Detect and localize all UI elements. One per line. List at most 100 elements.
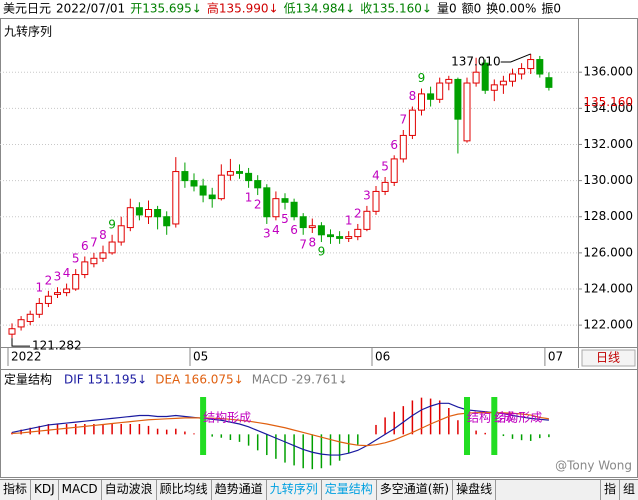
candle-body — [427, 93, 435, 100]
count-label: 9 — [418, 71, 426, 85]
candle-body — [108, 241, 116, 254]
indicator-line — [11, 402, 549, 456]
y-tick-label: 124.000 — [583, 281, 633, 295]
tab[interactable]: 多空通道(新) — [377, 480, 454, 500]
candle-body — [172, 171, 180, 225]
x-tick-label: 2022 — [11, 350, 42, 364]
count-label: 8 — [308, 235, 316, 249]
candle-body — [44, 295, 52, 304]
tab[interactable]: 操盘线 — [453, 480, 497, 500]
high-label: 137.010 — [451, 54, 501, 68]
count-label: 7 — [299, 237, 307, 251]
candle-body — [208, 194, 216, 200]
tab[interactable]: 定量结构 — [322, 480, 377, 500]
candle-body — [399, 134, 407, 160]
candle-body — [463, 82, 471, 142]
tab[interactable]: 自动波浪 — [102, 480, 157, 500]
count-label: 6 — [81, 239, 89, 253]
candle-body — [290, 201, 298, 218]
candle-body — [481, 62, 489, 91]
count-label: 3 — [363, 188, 371, 202]
y-tick-label: 122.000 — [583, 318, 633, 332]
chart-title: 九转序列 — [4, 24, 52, 39]
y-tick-label: 132.000 — [583, 137, 633, 151]
candle-body — [35, 302, 43, 315]
candle-body — [499, 80, 507, 86]
header-item: 高135.990↓ — [207, 1, 279, 16]
count-label: 6 — [390, 138, 398, 152]
candle-body — [272, 198, 280, 218]
candle-body — [8, 328, 16, 335]
count-label: 4 — [272, 223, 280, 237]
tab[interactable]: 九转序列 — [267, 480, 322, 500]
candle-body — [372, 190, 380, 212]
chart: 美元日元 2022/07/01 开135.695↓ 高135.990↓ 低134.984… — [0, 1, 638, 478]
header-item: 额0 — [462, 2, 482, 16]
candle-body — [181, 171, 189, 182]
candle-body — [17, 319, 25, 328]
count-label: 8 — [409, 89, 417, 103]
candle-body — [263, 187, 271, 218]
candle-body — [445, 78, 453, 84]
candle-body — [154, 209, 162, 218]
count-label: 9 — [318, 245, 326, 259]
candle-body — [454, 78, 462, 120]
candle-body — [281, 198, 289, 203]
count-label: 8 — [99, 228, 107, 242]
watermark: @Tony Wong — [555, 459, 632, 473]
last-price: 135.160 — [583, 95, 633, 109]
candle-body — [145, 209, 152, 218]
legend-entry: MACD -29.761↓ — [252, 373, 348, 387]
count-label: 2 — [354, 206, 362, 220]
side-tab[interactable]: 指 — [599, 480, 619, 500]
candle-body — [135, 207, 143, 216]
header-item: 量0 — [437, 2, 457, 16]
header-item: 换0.00% — [486, 2, 536, 16]
count-label: 4 — [372, 169, 380, 183]
candle-body — [26, 313, 34, 323]
count-label: 4 — [63, 266, 71, 280]
x-tick-label: 07 — [548, 350, 563, 364]
header-item: 振0 — [541, 2, 561, 16]
candle-body — [418, 93, 425, 111]
count-label: 1 — [245, 190, 253, 204]
low-leader — [11, 338, 30, 347]
tab[interactable]: KDJ — [31, 480, 59, 500]
count-label: 6 — [290, 223, 298, 237]
candle-body — [72, 274, 80, 290]
count-label: 7 — [90, 235, 98, 249]
candle-body — [117, 225, 125, 243]
candle-body — [126, 207, 134, 229]
candle-body — [299, 216, 307, 229]
candle-body — [518, 68, 526, 75]
candle-body — [308, 225, 316, 229]
count-label: 3 — [263, 226, 271, 240]
count-label: 3 — [54, 270, 62, 284]
structure-bar — [464, 397, 470, 455]
tab[interactable]: 趋势通道 — [212, 480, 267, 500]
count-label: 5 — [281, 212, 289, 226]
structure-bar — [200, 397, 207, 455]
candle-body — [345, 236, 353, 239]
count-label: 1 — [35, 281, 43, 295]
candle-body — [408, 109, 416, 136]
candle-body — [536, 59, 544, 75]
y-tick-label: 126.000 — [583, 245, 633, 259]
candle-body — [254, 180, 262, 189]
tab[interactable]: 指标 — [0, 480, 32, 500]
tab[interactable]: MACD — [59, 480, 102, 500]
candle-body — [317, 225, 325, 236]
y-tick-label: 136.000 — [583, 65, 633, 79]
structure-label: 结构形成 — [203, 410, 251, 425]
period-button[interactable] — [581, 349, 636, 367]
candle-body — [226, 171, 234, 176]
candle-body — [99, 252, 107, 259]
tab[interactable]: 顾比均线 — [157, 480, 212, 500]
side-tab[interactable]: 组 — [618, 480, 638, 500]
candle-body — [190, 180, 198, 187]
candle-body — [327, 234, 334, 238]
candle-body — [527, 59, 535, 70]
candle-body — [163, 216, 171, 227]
candle-body — [81, 261, 89, 276]
low-label: 121.282 — [32, 339, 82, 353]
